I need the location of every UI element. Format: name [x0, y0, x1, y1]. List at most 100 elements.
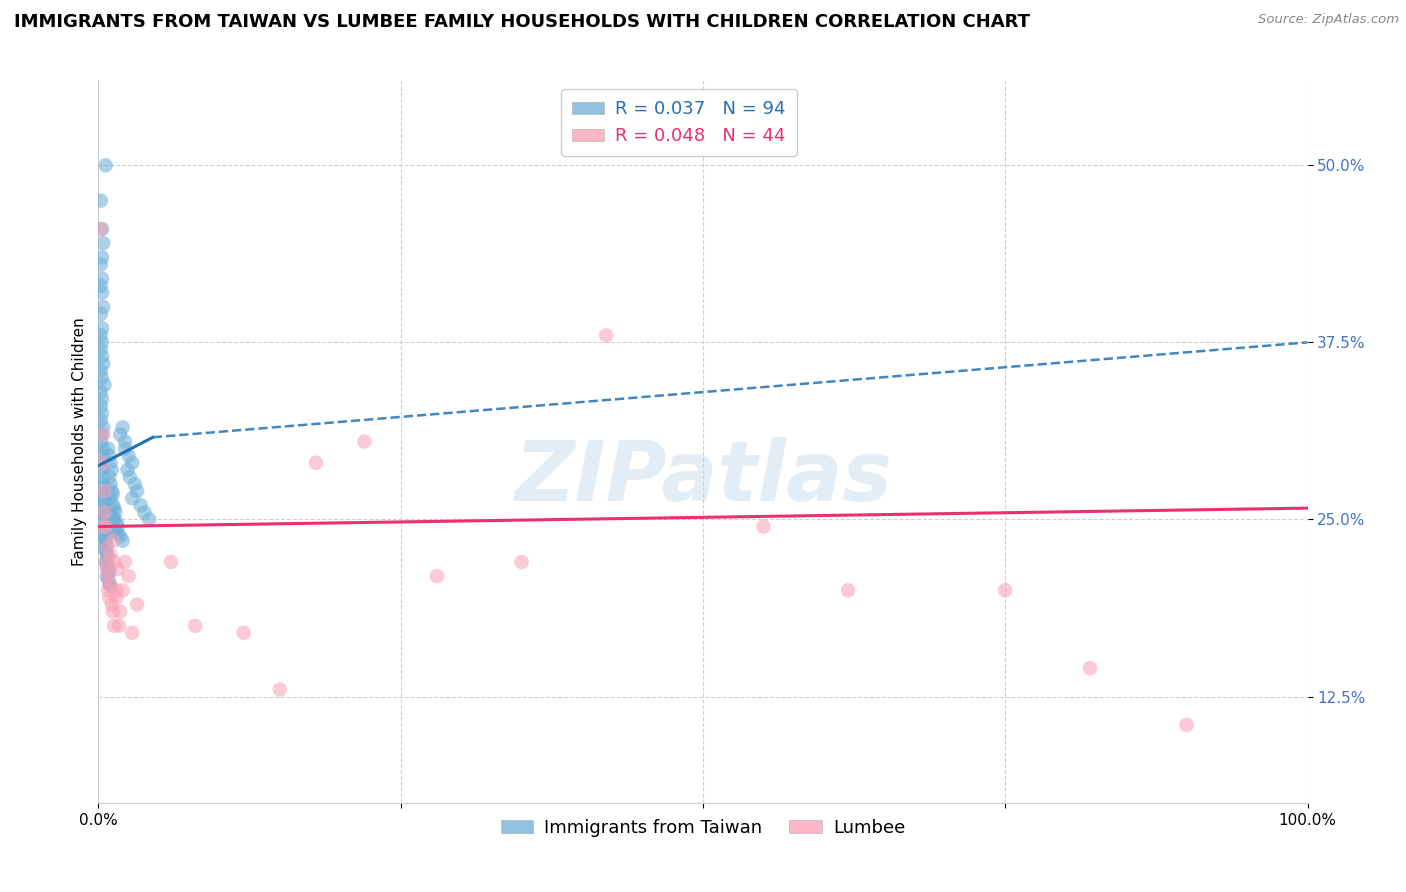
- Point: [107, 519, 129, 533]
- Point: [91, 285, 114, 300]
- Point: [105, 516, 128, 530]
- Point: [96, 538, 118, 552]
- Point: [90, 364, 112, 378]
- Text: ZIPatlas: ZIPatlas: [515, 437, 891, 518]
- Point: [107, 562, 129, 576]
- Point: [160, 555, 183, 569]
- Point: [114, 442, 136, 456]
- Point: [93, 495, 115, 509]
- Point: [121, 625, 143, 640]
- Point: [91, 501, 114, 516]
- Point: [91, 491, 114, 506]
- Point: [100, 598, 122, 612]
- Point: [105, 583, 128, 598]
- Point: [117, 463, 139, 477]
- Point: [510, 555, 533, 569]
- Point: [121, 456, 143, 470]
- Point: [100, 491, 122, 506]
- Point: [103, 512, 125, 526]
- Point: [104, 524, 127, 538]
- Point: [90, 257, 112, 271]
- Point: [90, 505, 112, 519]
- Point: [93, 519, 115, 533]
- Point: [91, 470, 114, 484]
- Point: [118, 470, 141, 484]
- Point: [100, 463, 122, 477]
- Point: [91, 449, 114, 463]
- Point: [91, 392, 114, 406]
- Point: [101, 487, 124, 501]
- Point: [101, 498, 124, 512]
- Point: [127, 484, 149, 499]
- Point: [184, 618, 207, 632]
- Point: [91, 406, 114, 420]
- Point: [94, 543, 117, 558]
- Point: [1078, 661, 1101, 675]
- Point: [93, 484, 115, 499]
- Point: [98, 449, 121, 463]
- Point: [91, 477, 114, 491]
- Point: [91, 222, 114, 236]
- Point: [837, 583, 859, 598]
- Point: [91, 427, 114, 442]
- Point: [107, 526, 129, 541]
- Point: [91, 516, 114, 530]
- Point: [91, 251, 114, 265]
- Point: [100, 548, 122, 562]
- Point: [94, 158, 117, 172]
- Point: [108, 618, 131, 632]
- Point: [118, 449, 141, 463]
- Point: [105, 591, 128, 605]
- Point: [91, 526, 114, 541]
- Point: [269, 682, 291, 697]
- Point: [752, 519, 775, 533]
- Point: [138, 512, 160, 526]
- Point: [90, 434, 112, 449]
- Point: [93, 377, 115, 392]
- Point: [994, 583, 1017, 598]
- Point: [93, 531, 115, 545]
- Point: [91, 357, 114, 371]
- Point: [98, 576, 121, 591]
- Point: [111, 583, 134, 598]
- Point: [97, 569, 120, 583]
- Point: [108, 529, 131, 543]
- Point: [103, 618, 125, 632]
- Legend: Immigrants from Taiwan, Lumbee: Immigrants from Taiwan, Lumbee: [494, 812, 912, 845]
- Point: [121, 491, 143, 506]
- Point: [1175, 718, 1198, 732]
- Point: [97, 442, 120, 456]
- Point: [129, 498, 152, 512]
- Point: [90, 413, 112, 427]
- Point: [97, 572, 120, 586]
- Point: [91, 420, 114, 434]
- Point: [90, 278, 112, 293]
- Point: [103, 501, 125, 516]
- Point: [100, 579, 122, 593]
- Point: [111, 533, 134, 548]
- Point: [103, 555, 125, 569]
- Point: [98, 470, 121, 484]
- Point: [101, 509, 124, 524]
- Point: [118, 569, 141, 583]
- Point: [91, 350, 114, 364]
- Point: [96, 558, 118, 572]
- Point: [114, 555, 136, 569]
- Point: [94, 519, 117, 533]
- Point: [90, 307, 112, 321]
- Point: [94, 555, 117, 569]
- Point: [305, 456, 328, 470]
- Point: [94, 555, 117, 569]
- Point: [127, 598, 149, 612]
- Point: [101, 605, 124, 619]
- Point: [100, 477, 122, 491]
- Point: [426, 569, 449, 583]
- Point: [96, 569, 118, 583]
- Point: [91, 442, 114, 456]
- Point: [91, 427, 114, 442]
- Point: [91, 509, 114, 524]
- Point: [100, 484, 122, 499]
- Point: [91, 271, 114, 285]
- Point: [91, 300, 114, 314]
- Point: [98, 576, 121, 591]
